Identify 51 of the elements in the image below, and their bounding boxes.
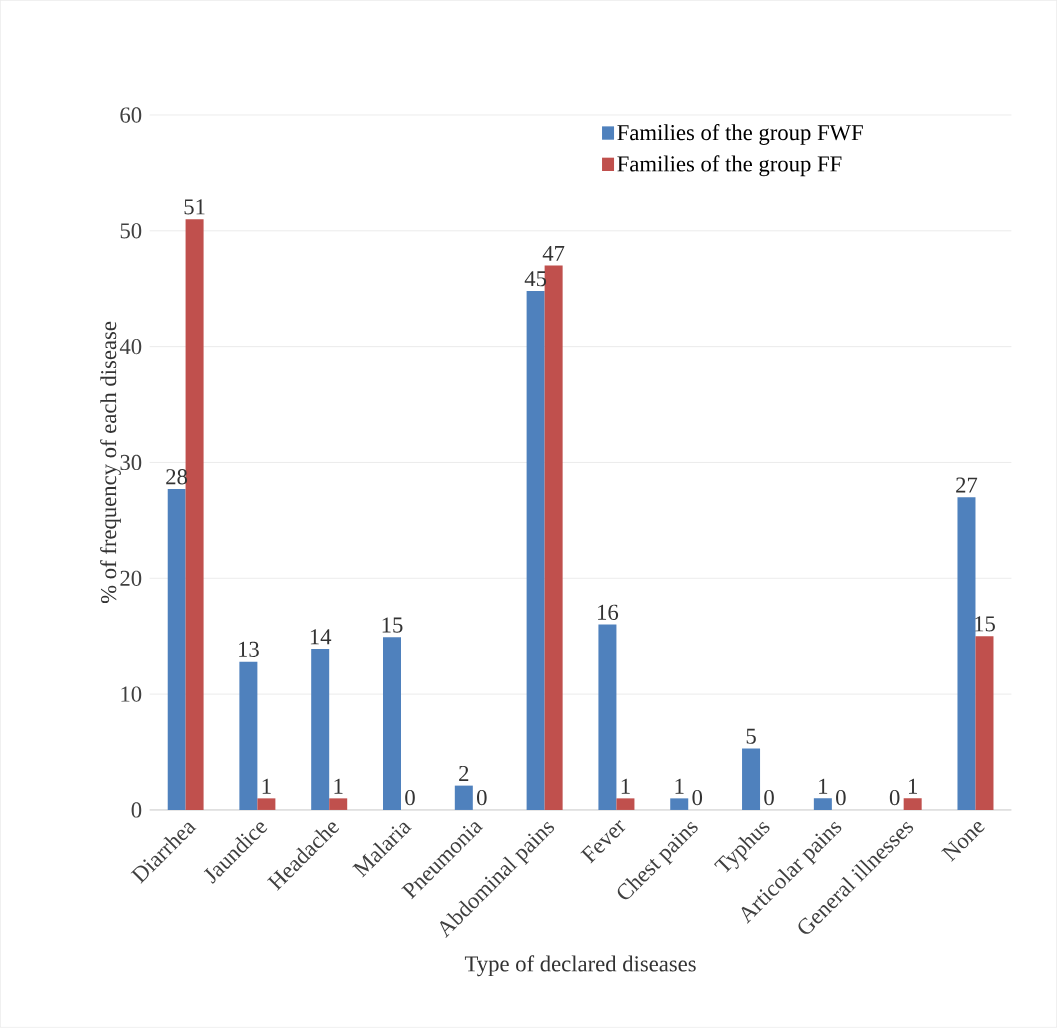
data-label: 16 bbox=[598, 604, 619, 621]
data-label: 14 bbox=[310, 629, 332, 645]
bar bbox=[311, 649, 330, 811]
data-label: 1 bbox=[675, 778, 684, 794]
data-label: 27 bbox=[956, 477, 978, 493]
data-label: 15 bbox=[382, 617, 403, 633]
data-label: 13 bbox=[239, 641, 259, 658]
bar bbox=[239, 661, 258, 811]
x-axis-title: Type of declared diseases bbox=[464, 955, 696, 977]
legend-label: Families of the group FWF bbox=[617, 124, 863, 146]
data-label: 1 bbox=[262, 778, 271, 794]
data-label: 0 bbox=[836, 790, 846, 806]
data-label: 1 bbox=[819, 778, 828, 794]
bar bbox=[526, 291, 545, 811]
bar bbox=[454, 785, 473, 811]
y-tick-label: 60 bbox=[120, 107, 142, 123]
data-label: 2 bbox=[459, 766, 469, 782]
bar bbox=[383, 637, 401, 811]
bar bbox=[598, 624, 617, 811]
data-label: 0 bbox=[889, 790, 900, 806]
bar bbox=[616, 798, 635, 811]
bar bbox=[957, 497, 976, 811]
y-tick-label: 10 bbox=[121, 686, 142, 702]
bar bbox=[742, 748, 761, 811]
y-axis-title: % of frequency of each disease bbox=[100, 322, 121, 604]
data-label: 47 bbox=[542, 246, 565, 262]
bar bbox=[185, 219, 204, 811]
y-tick-label: 30 bbox=[120, 454, 142, 471]
bar bbox=[975, 636, 994, 811]
y-tick-label: 40 bbox=[119, 339, 142, 355]
data-label: 1 bbox=[908, 778, 917, 794]
data-label: 1 bbox=[621, 778, 630, 794]
data-label: 0 bbox=[764, 790, 774, 806]
legend-label: Families of the group FF bbox=[617, 155, 842, 177]
y-tick-label: 20 bbox=[120, 570, 142, 587]
y-tick-label: 50 bbox=[120, 223, 142, 239]
bar bbox=[257, 798, 276, 811]
data-label: 5 bbox=[746, 728, 756, 745]
bar bbox=[903, 798, 922, 811]
bar bbox=[670, 798, 689, 811]
data-label: 15 bbox=[975, 616, 995, 632]
data-label: 51 bbox=[184, 199, 205, 215]
data-label: 1 bbox=[334, 778, 343, 794]
y-tick-label: 0 bbox=[131, 802, 142, 818]
data-label: 0 bbox=[477, 790, 487, 806]
data-label: 0 bbox=[692, 790, 703, 806]
bar bbox=[167, 489, 186, 811]
data-label: 0 bbox=[405, 790, 415, 806]
bar bbox=[329, 798, 348, 811]
bar bbox=[544, 265, 563, 811]
bar bbox=[813, 798, 832, 811]
